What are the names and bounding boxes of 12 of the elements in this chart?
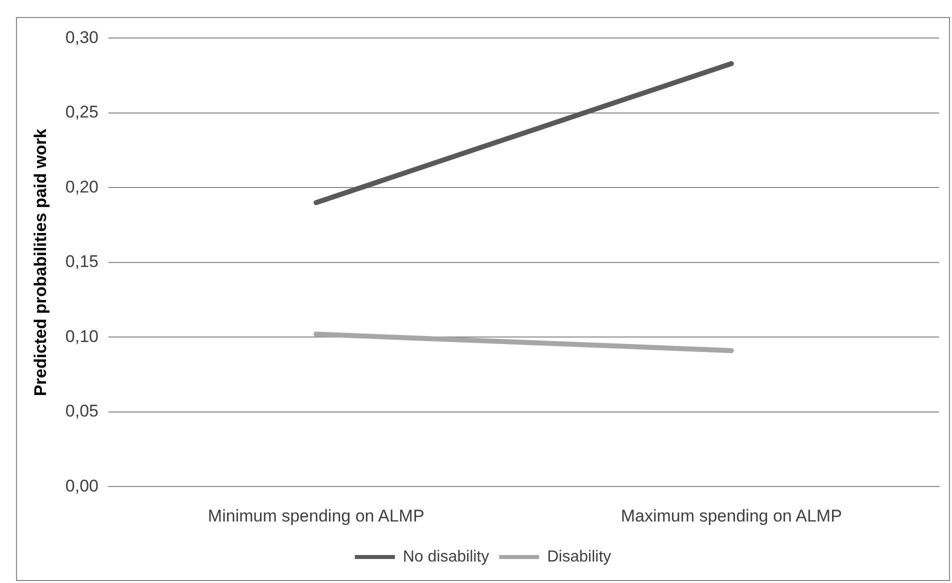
y-tick-label: 0,15 <box>65 252 98 272</box>
legend-label: Disability <box>547 548 612 566</box>
y-tick-label: 0,10 <box>65 326 98 346</box>
y-axis-title: Predicted probabilities paid work <box>30 128 50 396</box>
y-tick-label: 0,30 <box>65 28 98 47</box>
x-tick-label: Maximum spending on ALMP <box>620 506 842 526</box>
x-tick-label: Minimum spending on ALMP <box>208 506 424 526</box>
legend-label: No disability <box>402 548 490 566</box>
y-tick-label: 0,20 <box>65 177 98 196</box>
y-tick-label: 0,25 <box>65 102 98 122</box>
y-tick-label: 0,05 <box>65 402 98 421</box>
y-tick-label: 0,00 <box>65 476 98 496</box>
